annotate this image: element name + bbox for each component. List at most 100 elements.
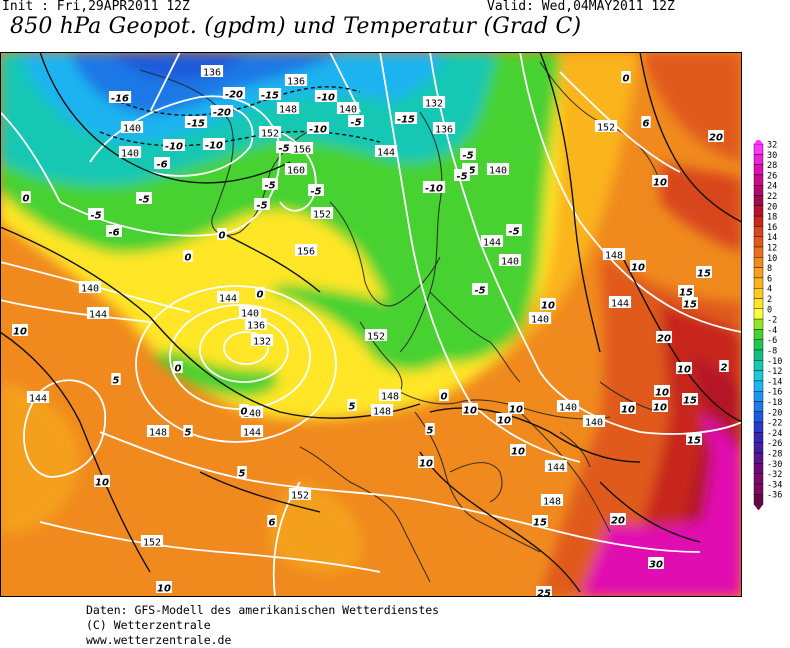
geopotential-label: 148 bbox=[543, 497, 561, 508]
geopotential-label-bg bbox=[146, 425, 170, 437]
legend-label: -20 bbox=[767, 408, 782, 418]
temperature-label: -10 bbox=[205, 141, 223, 152]
geopotential-label-bg bbox=[556, 400, 580, 412]
temperature-label: 10 bbox=[655, 388, 669, 399]
legend-swatch bbox=[753, 215, 764, 227]
temperature-label: 10 bbox=[463, 406, 477, 417]
temperature-label-bg bbox=[217, 228, 227, 240]
geopotential-label-bg bbox=[288, 488, 312, 500]
temperature-label: 10 bbox=[509, 405, 523, 416]
temperature-label-bg bbox=[719, 360, 729, 372]
legend-swatch bbox=[753, 287, 764, 299]
geopotential-label-bg bbox=[78, 281, 102, 293]
legend-swatch bbox=[753, 226, 764, 237]
legend-label: -6 bbox=[767, 336, 777, 346]
temperature-label-bg bbox=[686, 433, 702, 445]
valid-time-label: Valid: Wed,04MAY2011 12Z bbox=[487, 0, 675, 14]
legend-swatch bbox=[753, 390, 764, 402]
footer-line-url[interactable]: www.wetterzentrale.de bbox=[86, 633, 232, 647]
geopotential-label: 152 bbox=[313, 210, 331, 221]
temperature-label-bg bbox=[532, 515, 548, 527]
temperature-label-bg bbox=[276, 141, 292, 153]
geopotential-label: 156 bbox=[293, 145, 311, 156]
geopotential-label: 140 bbox=[501, 257, 519, 268]
legend-label: 0 bbox=[767, 305, 772, 315]
legend-swatch bbox=[753, 483, 764, 495]
geopotential-label-bg bbox=[294, 244, 318, 256]
temperature-label-bg bbox=[454, 169, 470, 181]
geopotential-label-bg bbox=[374, 145, 398, 157]
temperature-label-bg bbox=[222, 87, 246, 99]
legend-label: -28 bbox=[767, 450, 782, 460]
geopotential-label: 144 bbox=[483, 238, 501, 249]
geopotential-label: 140 bbox=[121, 149, 139, 160]
temperature-label: -20 bbox=[213, 108, 231, 119]
init-time-label: Init : Fri,29APR2011 12Z bbox=[2, 0, 190, 14]
temperature-label: 2 bbox=[721, 363, 728, 374]
temperature-label: -6 bbox=[156, 160, 167, 171]
legend-bottom-arrow bbox=[754, 504, 763, 510]
geopotential-label-bg bbox=[238, 306, 262, 318]
legend-label: 16 bbox=[767, 223, 777, 233]
temperature-label-bg bbox=[676, 362, 692, 374]
geopotential-label: 152 bbox=[597, 123, 615, 134]
temperature-label: 0 bbox=[623, 74, 630, 85]
temperature-label-bg bbox=[536, 586, 552, 597]
temperature-label-bg bbox=[111, 373, 121, 385]
temperature-label: 10 bbox=[157, 584, 171, 595]
legend-label: -26 bbox=[767, 439, 782, 449]
legend-label: 6 bbox=[767, 274, 772, 284]
temperature-label-bg bbox=[425, 423, 435, 435]
geopotential-label: 144 bbox=[89, 310, 107, 321]
legend-swatch bbox=[753, 421, 764, 433]
temperature-label: -5 bbox=[310, 187, 321, 198]
geopotential-label: 136 bbox=[247, 321, 265, 332]
geopotential-label: 152 bbox=[367, 332, 385, 343]
temperature-label-bg bbox=[472, 283, 488, 295]
legend-label: -36 bbox=[767, 491, 782, 501]
geopotential-label: 140 bbox=[585, 418, 603, 429]
legend-swatch bbox=[753, 246, 764, 258]
temperature-label-bg bbox=[162, 139, 186, 151]
temperature-label-bg bbox=[239, 404, 249, 416]
temperature-label: 0 bbox=[241, 407, 248, 418]
legend-label: 12 bbox=[767, 244, 777, 254]
geopotential-label-bg bbox=[528, 312, 552, 324]
legend-swatch bbox=[753, 236, 764, 248]
legend-label: 26 bbox=[767, 171, 777, 181]
geopotential-label: 152 bbox=[261, 129, 279, 140]
geopotential-label-bg bbox=[594, 120, 618, 132]
legend-label: 4 bbox=[767, 285, 772, 295]
legend-swatch bbox=[753, 308, 764, 320]
geopotential-label-bg bbox=[284, 163, 308, 175]
temperature-label-bg bbox=[21, 191, 31, 203]
legend-label: 24 bbox=[767, 182, 777, 192]
geopotential-label: 148 bbox=[149, 428, 167, 439]
temperature-label: 15 bbox=[679, 288, 693, 299]
temperature-label: 5 bbox=[239, 469, 246, 480]
legend-swatch bbox=[753, 257, 764, 268]
geopotential-label-bg bbox=[86, 307, 110, 319]
temperature-label: 30 bbox=[649, 560, 663, 571]
temperature-label: -5 bbox=[464, 166, 475, 177]
geopotential-label: 140 bbox=[81, 284, 99, 295]
temperature-label-bg bbox=[682, 297, 698, 309]
legend-label: 2 bbox=[767, 295, 772, 305]
temperature-label: 5 bbox=[349, 402, 356, 413]
temperature-label-bg bbox=[439, 389, 449, 401]
geopotential-label-bg bbox=[310, 207, 334, 219]
temperature-label: -15 bbox=[397, 115, 415, 126]
temperature-label-bg bbox=[678, 285, 694, 297]
temperature-label-bg bbox=[621, 71, 631, 83]
temperature-label: -5 bbox=[508, 227, 519, 238]
temperature-label-bg bbox=[652, 400, 668, 412]
geopotential-label: 136 bbox=[287, 77, 305, 88]
geopotential-label-bg bbox=[540, 494, 564, 506]
temperature-label: 15 bbox=[533, 518, 547, 529]
temperature-label-bg bbox=[106, 225, 122, 237]
temperature-label: 10 bbox=[511, 447, 525, 458]
legend-swatch bbox=[753, 205, 764, 217]
temperature-label-bg bbox=[540, 298, 556, 310]
geopotential-label: 144 bbox=[219, 294, 237, 305]
